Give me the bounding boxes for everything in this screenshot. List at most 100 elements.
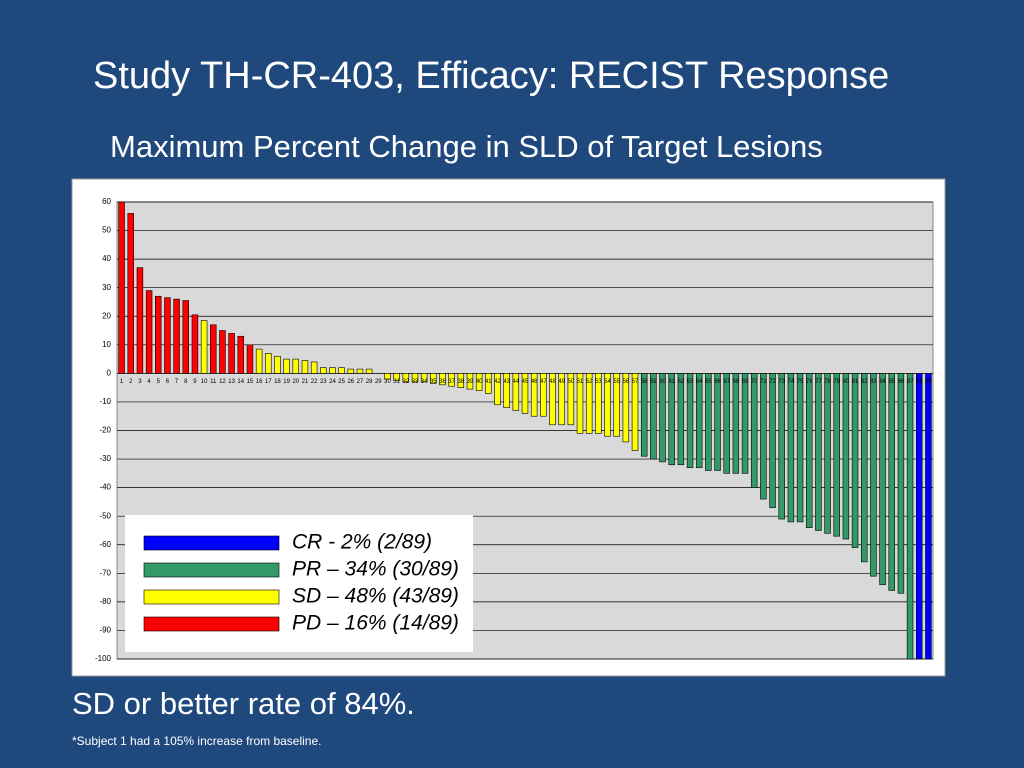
- y-tick-label: 0: [107, 368, 112, 377]
- bar: [897, 373, 905, 594]
- bar: [631, 373, 639, 451]
- x-tick-label: 14: [237, 379, 244, 385]
- slide-title: Study TH-CR-403, Efficacy: RECIST Respon…: [93, 55, 889, 97]
- x-tick-label: 62: [678, 379, 685, 385]
- bar: [540, 373, 547, 417]
- bar: [695, 373, 703, 468]
- bar: [769, 373, 776, 508]
- y-tick-label: -90: [99, 626, 111, 635]
- legend-label: SD – 48% (43/89): [292, 585, 459, 608]
- bar: [668, 373, 675, 466]
- x-tick-label: 10: [201, 379, 208, 385]
- x-tick-label: 6: [166, 379, 170, 385]
- x-tick-label: 13: [228, 379, 235, 385]
- x-tick-label: 20: [292, 379, 299, 385]
- y-tick-label: -20: [99, 426, 111, 435]
- y-tick-label: 40: [102, 254, 111, 263]
- x-tick-label: 2: [129, 379, 133, 385]
- bar: [237, 335, 245, 374]
- x-tick-label: 65: [705, 379, 712, 385]
- bar: [512, 373, 520, 411]
- bar: [118, 201, 125, 374]
- x-tick-label: 58: [641, 379, 648, 385]
- x-tick-label: 48: [549, 379, 556, 385]
- x-tick-label: 47: [540, 379, 547, 385]
- bar: [448, 373, 455, 387]
- x-tick-label: 40: [476, 379, 483, 385]
- legend-label: CR - 2% (2/89): [292, 531, 432, 554]
- x-tick-label: 51: [577, 379, 584, 385]
- x-tick-label: 80: [843, 379, 850, 385]
- x-tick-label: 37: [448, 379, 455, 385]
- bar: [732, 373, 740, 474]
- bar: [155, 295, 162, 374]
- x-tick-label: 59: [650, 379, 657, 385]
- bar: [164, 297, 171, 374]
- legend-swatch: [143, 562, 280, 578]
- x-tick-label: 67: [723, 379, 730, 385]
- x-tick-label: 41: [485, 379, 492, 385]
- x-tick-label: 71: [760, 379, 767, 385]
- bar: [182, 300, 189, 374]
- bar: [255, 348, 263, 374]
- bar: [430, 373, 437, 384]
- x-tick-label: 27: [357, 379, 364, 385]
- bar: [787, 373, 795, 523]
- bar: [347, 368, 355, 374]
- bar: [494, 373, 501, 406]
- bar: [457, 373, 465, 388]
- bar: [677, 373, 685, 466]
- x-tick-label: 25: [338, 379, 345, 385]
- y-tick-label: 10: [102, 340, 111, 349]
- x-tick-label: 52: [586, 379, 593, 385]
- y-tick-label: 30: [102, 283, 111, 292]
- x-tick-label: 28: [366, 379, 373, 385]
- bar: [622, 373, 630, 443]
- chart-title: Maximum Percent Change in SLD of Target …: [110, 129, 823, 164]
- x-tick-label: 53: [595, 379, 602, 385]
- bar: [200, 320, 208, 374]
- x-tick-label: 30: [384, 379, 391, 385]
- bar: [320, 367, 327, 374]
- x-tick-label: 87: [907, 379, 914, 385]
- x-tick-label: 42: [494, 379, 501, 385]
- bar: [485, 373, 492, 394]
- x-tick-label: 89: [925, 379, 932, 385]
- x-tick-label: 57: [632, 379, 639, 385]
- x-tick-label: 70: [751, 379, 758, 385]
- y-tick-label: 50: [102, 226, 111, 235]
- legend-swatch: [143, 616, 280, 632]
- bar: [356, 368, 364, 374]
- bar: [650, 373, 657, 460]
- bar: [916, 373, 923, 660]
- x-tick-label: 77: [815, 379, 822, 385]
- bar: [714, 373, 721, 471]
- bar: [796, 373, 804, 523]
- x-tick-label: 19: [283, 379, 290, 385]
- x-tick-label: 46: [531, 379, 538, 385]
- x-tick-label: 26: [347, 379, 354, 385]
- x-tick-label: 3: [138, 379, 142, 385]
- x-tick-label: 34: [421, 379, 428, 385]
- bar: [723, 373, 730, 474]
- x-tick-label: 36: [439, 379, 446, 385]
- bar: [521, 373, 529, 414]
- x-tick-label: 35: [430, 379, 437, 385]
- x-tick-label: 83: [870, 379, 877, 385]
- x-tick-label: 22: [311, 379, 318, 385]
- x-tick-label: 16: [256, 379, 263, 385]
- x-tick-label: 76: [806, 379, 813, 385]
- legend-swatch: [143, 589, 280, 605]
- bar: [585, 373, 593, 434]
- x-tick-label: 55: [613, 379, 620, 385]
- x-tick-label: 88: [916, 379, 923, 385]
- x-tick-label: 29: [375, 379, 382, 385]
- x-tick-label: 81: [852, 379, 859, 385]
- x-tick-label: 49: [558, 379, 565, 385]
- bar: [613, 373, 620, 437]
- bar: [310, 361, 318, 374]
- bar: [824, 373, 831, 534]
- x-tick-label: 15: [247, 379, 254, 385]
- legend-swatch: [143, 535, 280, 551]
